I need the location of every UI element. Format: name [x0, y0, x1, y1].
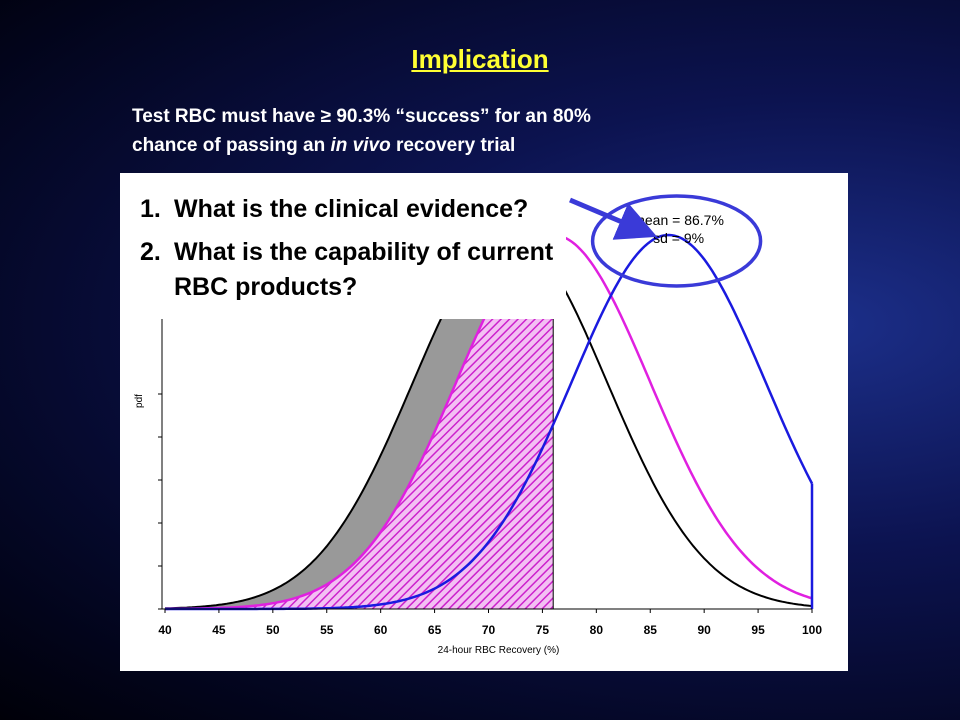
x-tick-label: 80	[590, 623, 604, 637]
gray-shaded-region	[165, 235, 554, 609]
x-tick-label: 45	[212, 623, 226, 637]
question-1-text: What is the clinical evidence?	[174, 195, 529, 223]
annotation-sd: sd = 9%	[653, 230, 704, 246]
question-1-number: 1.	[140, 195, 161, 223]
slide-subtitle: Test RBC must have ≥ 90.3% “success” for…	[132, 102, 832, 160]
annotation-circle	[590, 194, 763, 288]
x-tick-label: 85	[644, 623, 658, 637]
question-1: 1. What is the clinical evidence?	[140, 192, 560, 227]
slide-title: Implication	[411, 44, 549, 74]
questions-box: 1. What is the clinical evidence? 2. Wha…	[134, 192, 566, 319]
x-tick-label: 90	[697, 623, 711, 637]
subtitle-line-2: chance of passing an in vivo recovery tr…	[132, 135, 516, 156]
question-2-text: What is the capability of current RBC pr…	[174, 238, 554, 301]
x-tick-label: 40	[158, 623, 172, 637]
x-tick-label: 95	[751, 623, 765, 637]
question-2-number: 2.	[140, 238, 161, 266]
annotation-arrow	[569, 197, 658, 240]
subtitle-line-1: Test RBC must have ≥ 90.3% “success” for…	[132, 106, 591, 127]
greater-equal-symbol: ≥	[320, 106, 332, 127]
x-tick-label: 65	[428, 623, 442, 637]
x-axis-label: 24-hour RBC Recovery (%)	[438, 645, 560, 656]
x-tick-label: 60	[374, 623, 388, 637]
x-tick-label: 55	[320, 623, 334, 637]
x-tick-label: 70	[482, 623, 496, 637]
x-tick-label: 50	[266, 623, 280, 637]
x-tick-label: 100	[802, 623, 822, 637]
x-tick-label: 75	[536, 623, 550, 637]
question-2: 2. What is the capability of current RBC…	[140, 235, 560, 305]
annotation-mean: mean = 86.7%	[633, 212, 724, 228]
y-axis-label: pdf	[134, 394, 145, 408]
